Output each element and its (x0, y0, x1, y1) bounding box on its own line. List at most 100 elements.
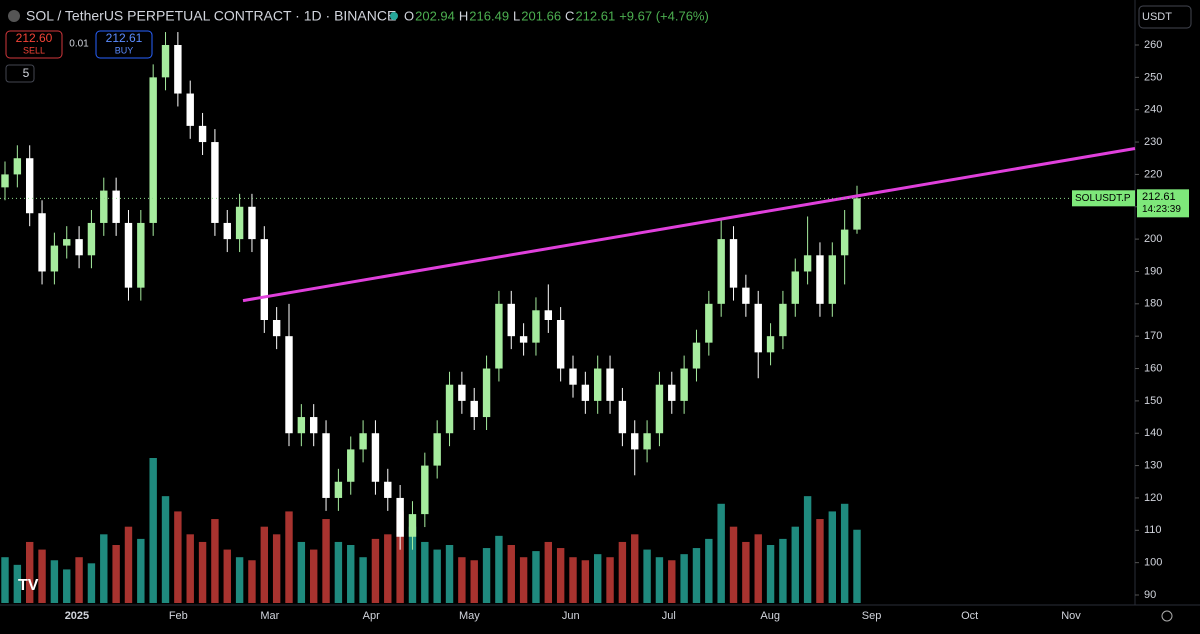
y-tick-label: 170 (1144, 330, 1162, 342)
buy-button[interactable] (95, 30, 153, 59)
volume-bar (742, 541, 750, 603)
volume-bar (297, 541, 306, 603)
price-tag-value: 212.61 (1142, 191, 1176, 203)
x-tick-label: Sep (862, 610, 882, 622)
volume-bar (458, 557, 466, 603)
volume-bar (569, 557, 577, 603)
buy-label: BUY (115, 45, 134, 55)
plot: 9010011012013014015016017018019020021022… (0, 32, 1162, 622)
volume-bar (322, 519, 330, 603)
trendline (242, 147, 1136, 303)
candle-body (766, 336, 775, 353)
volume-bar (384, 534, 392, 603)
currency-button[interactable] (1138, 5, 1192, 29)
ohlc-label: L (513, 8, 520, 23)
volume-bar (532, 551, 540, 603)
candle-body (742, 287, 750, 304)
ohlc-value: 202.94 (415, 8, 455, 23)
volume-bar (248, 560, 256, 603)
volume-bar (717, 503, 725, 603)
candle-body (680, 368, 688, 401)
candle-body (100, 190, 108, 223)
candle-body (729, 239, 738, 288)
volume-bar (223, 549, 231, 603)
y-tick-label: 200 (1144, 233, 1162, 245)
volume-bar (100, 534, 108, 603)
indicator-toggle[interactable] (5, 64, 35, 83)
candle-body (519, 336, 528, 343)
y-tick-label: 180 (1144, 298, 1162, 310)
sell-button[interactable] (5, 30, 63, 59)
candle-body (569, 368, 577, 385)
candle-body (174, 45, 182, 94)
volume-bar (754, 534, 762, 603)
candle-body (643, 433, 651, 450)
volume-bar (211, 519, 219, 603)
volume-bar (198, 541, 207, 603)
volume-bar (680, 554, 688, 603)
candle-body (248, 206, 256, 240)
volume-bar (618, 541, 627, 603)
candle-body (606, 368, 614, 401)
candle-body (235, 206, 244, 240)
candle-body (63, 239, 71, 246)
candle-body (25, 158, 34, 214)
volume-bar (470, 560, 478, 603)
candle-body (754, 303, 762, 353)
candle-body (692, 342, 701, 369)
x-tick-label: 2025 (65, 610, 89, 622)
y-tick-label: 230 (1144, 136, 1162, 148)
candle-body (384, 481, 392, 498)
y-tick-label: 220 (1144, 168, 1162, 180)
candle-body (705, 303, 713, 343)
candle-body (791, 271, 799, 304)
volume-bar (779, 538, 787, 603)
candle-body (421, 465, 429, 515)
candle-body (816, 255, 824, 304)
x-tick-label: Aug (760, 610, 780, 622)
symbol-title: SOL / TetherUS PERPETUAL CONTRACT · 1D ·… (26, 8, 396, 24)
candle-body (840, 229, 849, 256)
candle-body (828, 255, 837, 304)
volume-bar (309, 549, 318, 603)
volume-bar (87, 563, 96, 603)
volume-bar (766, 545, 775, 603)
volume-bar (581, 560, 590, 603)
candle-body (137, 222, 145, 288)
candle-body (13, 158, 22, 175)
candle-body (396, 497, 404, 537)
ohlc-label: C (565, 8, 574, 23)
ohlc-label: H (459, 8, 468, 23)
ohlc-value: 212.61 (575, 8, 615, 23)
candle-body (803, 255, 812, 272)
y-tick-label: 190 (1144, 265, 1162, 277)
volume-bar (692, 548, 701, 603)
volume-bar (655, 557, 664, 603)
settings-icon[interactable] (1161, 610, 1173, 622)
y-tick-label: 110 (1144, 524, 1162, 536)
buy-price: 212.61 (106, 31, 143, 45)
volume-bar (149, 458, 157, 603)
volume-bar (38, 549, 46, 603)
sell-price: 212.60 (16, 31, 53, 45)
volume-bar (124, 526, 133, 603)
candle-body (334, 481, 343, 498)
volume-bar (668, 560, 676, 603)
volume-bar (50, 560, 59, 603)
candle-body (322, 433, 330, 498)
candle-body (124, 222, 133, 288)
candle-body (371, 433, 380, 482)
candle-body (223, 222, 231, 240)
price-tag (1137, 189, 1189, 218)
candle-body (408, 514, 417, 537)
candle-body (347, 449, 355, 482)
symbol-icon (8, 10, 20, 22)
candle-body (198, 125, 207, 143)
volume-bar (359, 557, 367, 603)
y-tick-label: 150 (1144, 395, 1162, 407)
candle-body (149, 77, 157, 223)
candle-body (75, 239, 83, 256)
candle-body (359, 433, 367, 450)
candle-body (87, 222, 96, 256)
